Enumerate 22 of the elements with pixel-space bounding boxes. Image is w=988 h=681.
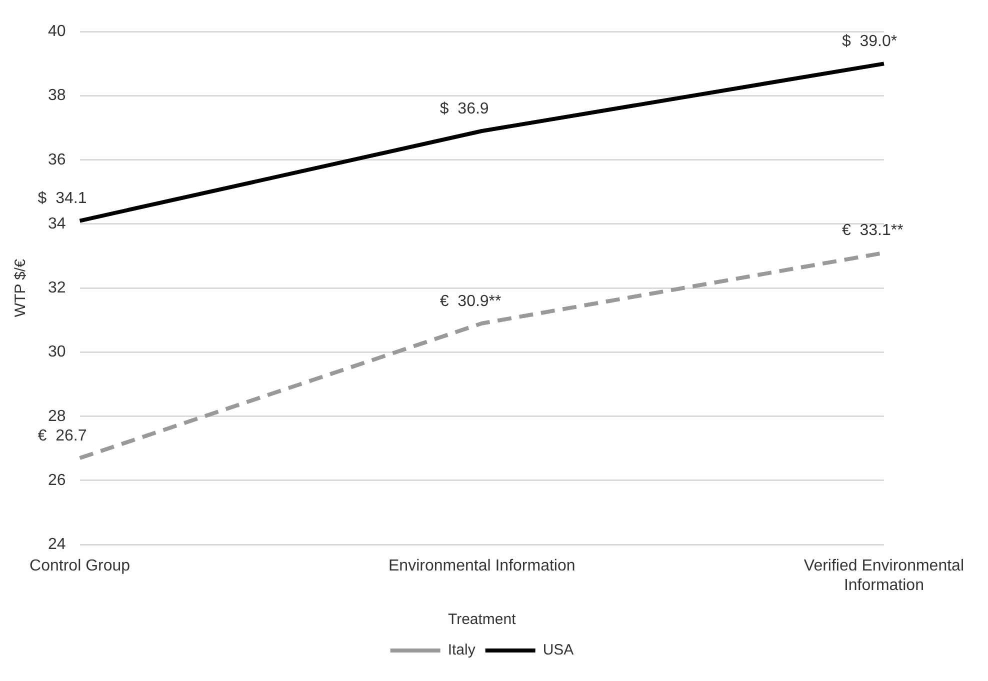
y-tick-label: 32 (48, 280, 66, 297)
y-tick-label: 24 (48, 536, 66, 554)
data-label: $ 39.0* (842, 33, 898, 50)
x-tick-label: Environmental Information (388, 558, 576, 575)
x-axis-title: Treatment (448, 611, 517, 628)
y-tick-label: 26 (48, 472, 66, 489)
y-tick-label: 40 (48, 23, 66, 40)
x-tick-label: Control Group (30, 558, 130, 575)
y-axis-title: WTP $/€ (12, 258, 30, 318)
data-label: € 30.9** (440, 292, 502, 310)
x-tick-label: Verified Environmental Information (804, 558, 964, 594)
data-label: € 33.1** (842, 222, 904, 240)
data-label: € 26.7 (38, 427, 87, 444)
data-label: $ 36.9 (440, 100, 489, 118)
y-tick-label: 36 (48, 151, 66, 168)
legend-label: Italy (448, 642, 476, 659)
y-tick-label: 34 (48, 215, 66, 232)
data-label: $ 34.1 (38, 190, 87, 208)
y-tick-label: 28 (48, 408, 66, 425)
legend-label: USA (542, 642, 574, 659)
y-tick-label: 30 (48, 344, 66, 361)
y-tick-label: 38 (48, 87, 66, 104)
